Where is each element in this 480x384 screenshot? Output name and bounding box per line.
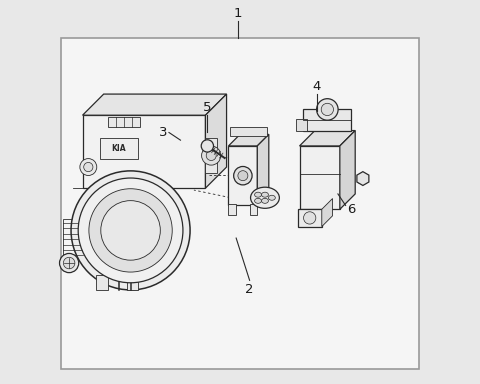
Text: 5: 5 <box>203 101 212 114</box>
Polygon shape <box>228 146 257 205</box>
Circle shape <box>303 212 316 224</box>
Polygon shape <box>296 119 307 131</box>
Bar <box>108 117 140 127</box>
Polygon shape <box>83 115 205 188</box>
Polygon shape <box>300 146 340 209</box>
Bar <box>298 209 322 227</box>
Polygon shape <box>228 134 269 146</box>
Bar <box>63 219 83 255</box>
Polygon shape <box>357 172 369 185</box>
Polygon shape <box>83 94 227 115</box>
Ellipse shape <box>251 187 279 208</box>
Polygon shape <box>257 134 269 205</box>
Text: 4: 4 <box>312 80 321 93</box>
Ellipse shape <box>262 198 268 204</box>
Circle shape <box>78 178 183 283</box>
Circle shape <box>321 103 334 116</box>
Ellipse shape <box>254 198 262 204</box>
Text: 6: 6 <box>347 203 356 216</box>
Bar <box>228 204 236 215</box>
Text: KIA: KIA <box>112 144 126 153</box>
Circle shape <box>238 170 248 181</box>
Text: 2: 2 <box>245 283 254 296</box>
Polygon shape <box>300 131 355 146</box>
Circle shape <box>84 162 93 172</box>
Bar <box>100 138 138 159</box>
Bar <box>61 38 419 369</box>
Circle shape <box>80 159 97 175</box>
Circle shape <box>89 189 172 272</box>
Polygon shape <box>340 131 355 209</box>
Text: 3: 3 <box>159 126 168 139</box>
Circle shape <box>63 257 75 269</box>
Bar <box>127 275 138 290</box>
Polygon shape <box>205 138 217 173</box>
Ellipse shape <box>254 192 262 197</box>
Circle shape <box>234 167 252 185</box>
Circle shape <box>71 171 190 290</box>
Text: 1: 1 <box>234 7 242 20</box>
Circle shape <box>60 253 79 273</box>
Bar <box>303 109 351 131</box>
Circle shape <box>101 200 160 260</box>
Bar <box>96 275 108 290</box>
Polygon shape <box>205 94 227 188</box>
Ellipse shape <box>262 192 268 197</box>
Circle shape <box>201 140 214 152</box>
Bar <box>230 127 267 136</box>
Circle shape <box>202 146 221 165</box>
Polygon shape <box>322 199 333 227</box>
Bar <box>250 204 257 215</box>
Circle shape <box>206 151 216 161</box>
Ellipse shape <box>268 195 276 200</box>
Circle shape <box>317 99 338 120</box>
